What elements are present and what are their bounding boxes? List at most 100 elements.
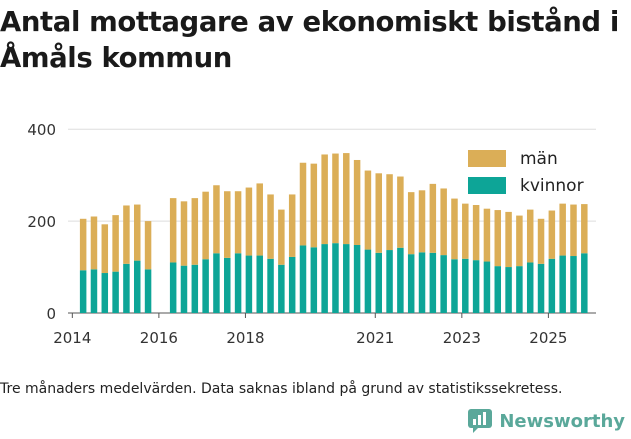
bar-man bbox=[472, 205, 480, 261]
bar-man bbox=[429, 183, 437, 253]
bar-man bbox=[191, 198, 199, 265]
bar-man bbox=[267, 194, 274, 259]
x-tick-label: 2016 bbox=[140, 329, 178, 347]
x-tick-label: 2018 bbox=[226, 329, 264, 347]
bar-kvinnor bbox=[429, 252, 437, 313]
bar-kvinnor bbox=[375, 252, 382, 313]
legend-label: män bbox=[520, 149, 558, 169]
bar-kvinnor bbox=[123, 263, 130, 313]
bar-man bbox=[570, 204, 577, 257]
bar-man bbox=[581, 204, 588, 254]
bar-man bbox=[397, 176, 404, 248]
bar-man bbox=[144, 221, 152, 270]
bar-man bbox=[90, 216, 98, 270]
bar-kvinnor bbox=[101, 273, 109, 313]
bar-kvinnor bbox=[133, 260, 141, 313]
bar-kvinnor bbox=[537, 263, 545, 313]
bar-kvinnor bbox=[180, 265, 188, 313]
bar-chart: 0 200 400 2014 2016 2018 2021 2023 2025 män kvin… bbox=[27, 121, 596, 347]
bar-kvinnor bbox=[418, 252, 426, 313]
bar-kvinnor bbox=[191, 264, 199, 313]
bar-kvinnor bbox=[505, 267, 512, 313]
brand-name: Newsworthy bbox=[499, 410, 625, 432]
y-tick-label: 400 bbox=[27, 121, 56, 139]
bar-kvinnor bbox=[79, 270, 87, 313]
bar-kvinnor bbox=[397, 247, 404, 313]
bar-man bbox=[202, 191, 209, 260]
bars bbox=[79, 153, 588, 313]
x-tick-label: 2025 bbox=[529, 329, 567, 347]
bar-kvinnor bbox=[256, 255, 263, 313]
bar-kvinnor bbox=[234, 253, 242, 313]
bar-man bbox=[224, 191, 231, 258]
bar-kvinnor bbox=[144, 269, 152, 313]
bar-man bbox=[180, 201, 188, 266]
bar-man bbox=[559, 203, 566, 256]
bar-man bbox=[213, 185, 220, 254]
bar-kvinnor bbox=[462, 258, 469, 313]
bar-kvinnor bbox=[570, 256, 577, 313]
legend-label: kvinnor bbox=[520, 176, 584, 196]
bar-man bbox=[462, 203, 469, 259]
bar-kvinnor bbox=[278, 264, 285, 313]
legend-swatch-kvinnor bbox=[468, 177, 506, 194]
bar-man bbox=[321, 154, 328, 245]
bar-kvinnor bbox=[267, 258, 274, 313]
bar-kvinnor bbox=[472, 260, 480, 313]
bar-kvinnor bbox=[483, 261, 491, 313]
bar-man bbox=[288, 194, 296, 257]
bar-man bbox=[526, 209, 534, 263]
bar-kvinnor bbox=[526, 262, 534, 313]
bar-kvinnor bbox=[548, 258, 556, 313]
bar-kvinnor bbox=[213, 253, 220, 313]
bar-man bbox=[353, 159, 361, 245]
y-tick-label: 0 bbox=[46, 305, 56, 323]
bar-kvinnor bbox=[451, 259, 458, 313]
bar-man bbox=[112, 215, 119, 272]
bar-kvinnor bbox=[169, 262, 177, 313]
bar-man bbox=[234, 191, 242, 254]
bar-kvinnor bbox=[332, 243, 339, 313]
bar-man bbox=[278, 209, 285, 265]
brand[interactable]: Newsworthy bbox=[467, 408, 625, 434]
bar-kvinnor bbox=[407, 254, 415, 313]
bar-man bbox=[386, 174, 393, 251]
legend: män kvinnor bbox=[468, 149, 584, 196]
bar-man bbox=[332, 153, 339, 244]
bar-kvinnor bbox=[353, 244, 361, 313]
x-tick-label: 2023 bbox=[443, 329, 481, 347]
bar-kvinnor bbox=[343, 244, 350, 313]
bar-man bbox=[79, 218, 87, 271]
bar-kvinnor bbox=[321, 244, 328, 313]
bar-man bbox=[245, 187, 253, 256]
bar-man bbox=[256, 183, 263, 256]
bar-man bbox=[343, 153, 350, 245]
bar-kvinnor bbox=[559, 255, 566, 313]
x-tick-label: 2014 bbox=[53, 329, 91, 347]
bar-kvinnor bbox=[581, 253, 588, 313]
bar-man bbox=[133, 204, 141, 261]
x-tick-label: 2021 bbox=[356, 329, 394, 347]
y-axis-ticks: 0 200 400 bbox=[27, 121, 56, 323]
bar-man bbox=[516, 215, 523, 267]
bar-man bbox=[101, 224, 109, 274]
bar-man bbox=[310, 163, 318, 248]
bar-kvinnor bbox=[494, 266, 502, 313]
bar-man bbox=[407, 192, 415, 255]
bar-man bbox=[548, 210, 556, 259]
footnote: Tre månaders medelvärden. Data saknas ib… bbox=[0, 381, 563, 397]
x-axis-ticks: 2014 2016 2018 2021 2023 2025 bbox=[53, 313, 567, 347]
bar-kvinnor bbox=[386, 250, 393, 313]
bar-man bbox=[299, 162, 307, 246]
bar-man bbox=[364, 170, 372, 250]
y-tick-label: 200 bbox=[27, 213, 56, 231]
bar-kvinnor bbox=[202, 259, 209, 313]
bar-man bbox=[440, 188, 447, 256]
bar-kvinnor bbox=[112, 271, 119, 313]
bar-kvinnor bbox=[299, 245, 307, 313]
bar-man bbox=[505, 211, 512, 268]
bar-man bbox=[451, 198, 458, 260]
bar-kvinnor bbox=[288, 256, 296, 313]
bar-man bbox=[375, 173, 382, 253]
bar-man bbox=[123, 205, 130, 264]
